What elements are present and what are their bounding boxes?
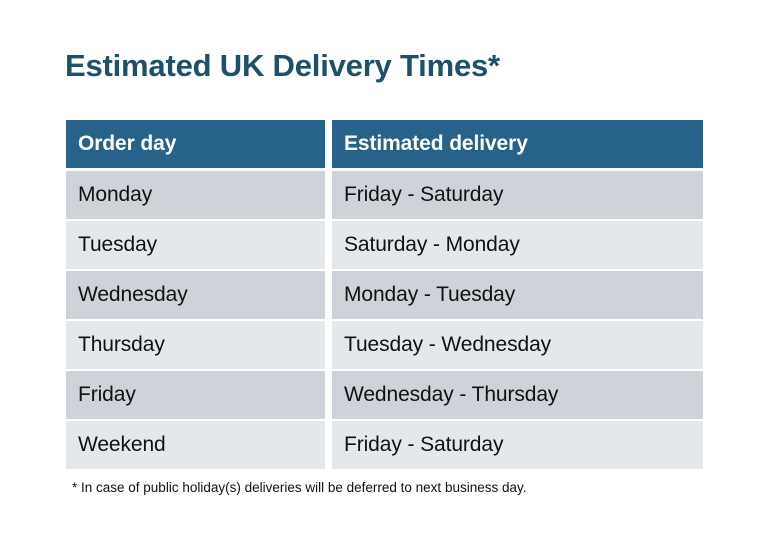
column-divider [325, 120, 332, 168]
table-header-row: Order day Estimated delivery [66, 120, 703, 168]
page-title: Estimated UK Delivery Times* [65, 48, 500, 83]
cell-order-day: Friday [66, 371, 325, 419]
cell-estimated-delivery: Tuesday - Wednesday [332, 321, 703, 369]
table-row: Weekend Friday - Saturday [66, 421, 703, 469]
column-header-estimated-delivery: Estimated delivery [332, 120, 703, 168]
cell-order-day: Monday [66, 171, 325, 219]
cell-estimated-delivery: Monday - Tuesday [332, 271, 703, 319]
cell-estimated-delivery: Friday - Saturday [332, 171, 703, 219]
table-row: Monday Friday - Saturday [66, 171, 703, 219]
cell-estimated-delivery: Friday - Saturday [332, 421, 703, 469]
table-row: Tuesday Saturday - Monday [66, 221, 703, 269]
column-divider [325, 221, 332, 269]
cell-estimated-delivery: Wednesday - Thursday [332, 371, 703, 419]
column-divider [325, 271, 332, 319]
table-row: Wednesday Monday - Tuesday [66, 271, 703, 319]
cell-order-day: Thursday [66, 321, 325, 369]
table-row: Friday Wednesday - Thursday [66, 371, 703, 419]
cell-order-day: Tuesday [66, 221, 325, 269]
delivery-times-table: Order day Estimated delivery Monday Frid… [66, 120, 703, 471]
column-divider [325, 321, 332, 369]
cell-order-day: Wednesday [66, 271, 325, 319]
footnote-text: * In case of public holiday(s) deliverie… [72, 480, 527, 495]
column-divider [325, 171, 332, 219]
column-divider [325, 371, 332, 419]
cell-estimated-delivery: Saturday - Monday [332, 221, 703, 269]
cell-order-day: Weekend [66, 421, 325, 469]
table-row: Thursday Tuesday - Wednesday [66, 321, 703, 369]
column-divider [325, 421, 332, 469]
column-header-order-day: Order day [66, 120, 325, 168]
